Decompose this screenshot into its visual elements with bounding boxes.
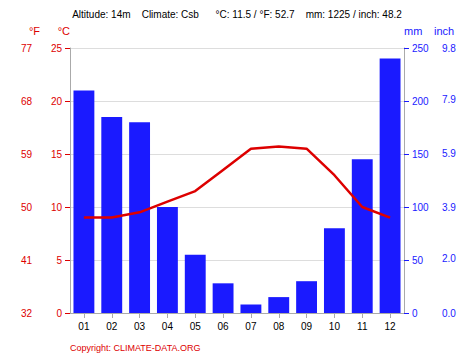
svg-text:5.9: 5.9 <box>442 148 456 159</box>
svg-text:50: 50 <box>21 202 33 213</box>
svg-text:0.0: 0.0 <box>442 308 456 319</box>
svg-text:32: 32 <box>21 308 33 319</box>
svg-text:10: 10 <box>329 321 341 332</box>
svg-text:01: 01 <box>78 321 90 332</box>
svg-text:Altitude: 14m Climate: Csb: Altitude: 14m Climate: Csb °C: 11.5 / °F… <box>72 9 402 20</box>
svg-text:20: 20 <box>51 96 63 107</box>
svg-text:12: 12 <box>385 321 397 332</box>
svg-text:200: 200 <box>412 96 429 107</box>
svg-text:3.9: 3.9 <box>442 202 456 213</box>
svg-text:100: 100 <box>412 202 429 213</box>
svg-text:250: 250 <box>412 43 429 54</box>
svg-text:°F: °F <box>29 25 40 37</box>
svg-text:04: 04 <box>162 321 174 332</box>
svg-text:°C: °C <box>58 25 70 37</box>
svg-text:68: 68 <box>21 96 33 107</box>
svg-text:2.0: 2.0 <box>442 253 456 264</box>
svg-text:11: 11 <box>357 321 368 332</box>
svg-text:59: 59 <box>21 149 33 160</box>
svg-text:50: 50 <box>412 255 424 266</box>
svg-text:inch: inch <box>434 25 454 37</box>
svg-text:41: 41 <box>21 255 33 266</box>
svg-text:7.9: 7.9 <box>442 94 456 105</box>
svg-text:Copyright: CLIMATE-DATA.ORG: Copyright: CLIMATE-DATA.ORG <box>70 343 201 353</box>
svg-text:07: 07 <box>245 321 257 332</box>
svg-text:25: 25 <box>51 43 63 54</box>
svg-text:03: 03 <box>134 321 146 332</box>
svg-text:05: 05 <box>190 321 202 332</box>
svg-text:02: 02 <box>106 321 118 332</box>
svg-text:06: 06 <box>218 321 230 332</box>
svg-text:09: 09 <box>301 321 313 332</box>
svg-text:150: 150 <box>412 149 429 160</box>
svg-text:15: 15 <box>51 149 63 160</box>
svg-text:0: 0 <box>56 308 62 319</box>
svg-text:10: 10 <box>51 202 63 213</box>
svg-text:77: 77 <box>21 43 33 54</box>
svg-text:9.8: 9.8 <box>442 43 456 54</box>
svg-text:5: 5 <box>56 255 62 266</box>
svg-text:08: 08 <box>273 321 285 332</box>
svg-text:mm: mm <box>404 25 422 37</box>
svg-text:0: 0 <box>412 308 418 319</box>
